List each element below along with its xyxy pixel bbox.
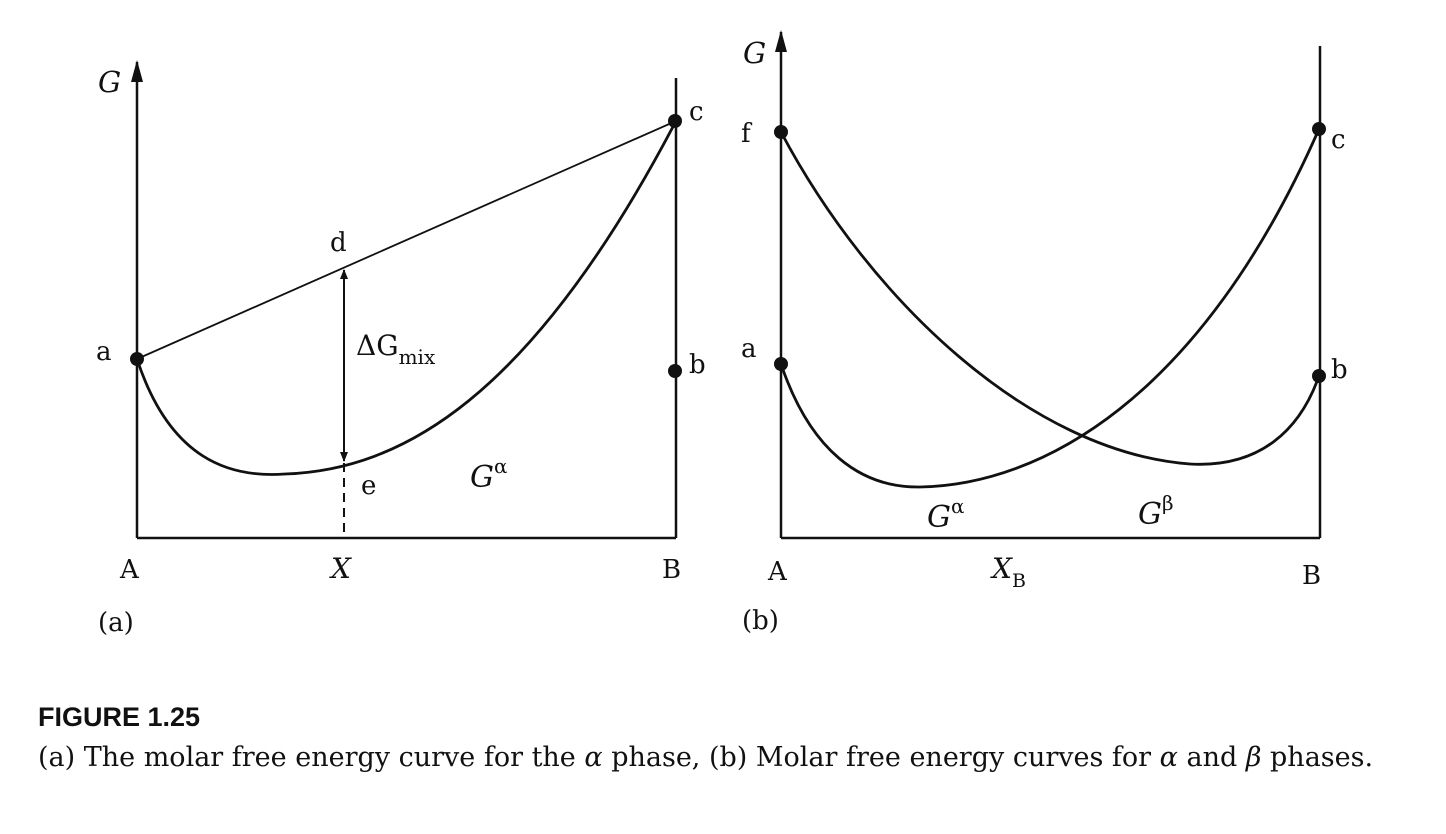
panel-b-x-mid-label: XB [990, 552, 1026, 592]
panel-b-label-b: b [1331, 355, 1348, 385]
panel-a-point-c [668, 114, 682, 128]
panel-a-label-c: c [689, 97, 704, 127]
panel-b-label-a: a [741, 334, 757, 364]
panel-b-point-f [774, 125, 788, 139]
panel-b-point-a [774, 357, 788, 371]
panel-b-point-b [1312, 369, 1326, 383]
panel-b-point-c [1312, 122, 1326, 136]
panel-a-x-mid-label: X [329, 552, 352, 585]
panel-a-g-alpha-curve [135, 120, 678, 476]
panel-b-g-alpha-label: Gα [927, 494, 964, 535]
panel-a-delta-g-label: ΔGmix [356, 329, 436, 369]
panel-a-axis-label: G [98, 65, 121, 99]
panel-b-x-right-label: B [1302, 561, 1321, 591]
panel-a-label-b: b [689, 350, 706, 380]
panel-a-line-ac [136, 120, 677, 360]
caption-text: (a) The molar free energy curve for the … [38, 742, 1374, 773]
panel-a-label-a: a [96, 337, 112, 367]
panel-b-axis-label: G [743, 36, 766, 70]
figure-caption: FIGURE 1.25 (a) The molar free energy cu… [38, 702, 1408, 777]
panel-b-g-beta-curve [779, 131, 1321, 466]
panel-a-tag: (a) [98, 608, 134, 638]
panel-b-label-c: c [1331, 125, 1346, 155]
panel-a-x-right-label: B [662, 555, 681, 585]
panel-a-label-d: d [330, 228, 347, 258]
panel-a-point-a [130, 352, 144, 366]
panel-a-point-b [668, 364, 682, 378]
panel-a-g-axis-arrow [131, 60, 143, 82]
panel-b-g-alpha-curve [779, 128, 1321, 489]
panel-b-label-f: f [741, 119, 753, 149]
panel-a-g-alpha-label: Gα [470, 454, 507, 495]
figure-diagram: G a b c d e ΔGmix Gα A X B (a) G f a c b… [96, 30, 1348, 638]
caption-title: FIGURE 1.25 [38, 702, 201, 732]
panel-a: G a b c d e ΔGmix Gα A X B (a) [96, 60, 706, 638]
panel-b-g-beta-label: Gβ [1138, 491, 1174, 532]
panel-b-tag: (b) [742, 606, 779, 636]
panel-a-label-e: e [361, 471, 376, 501]
panel-b: G f a c b Gα Gβ A XB B (b) [741, 30, 1348, 636]
panel-b-g-axis-arrow [775, 30, 787, 52]
panel-a-x-left-label: A [119, 555, 140, 585]
panel-b-x-left-label: A [767, 557, 788, 587]
